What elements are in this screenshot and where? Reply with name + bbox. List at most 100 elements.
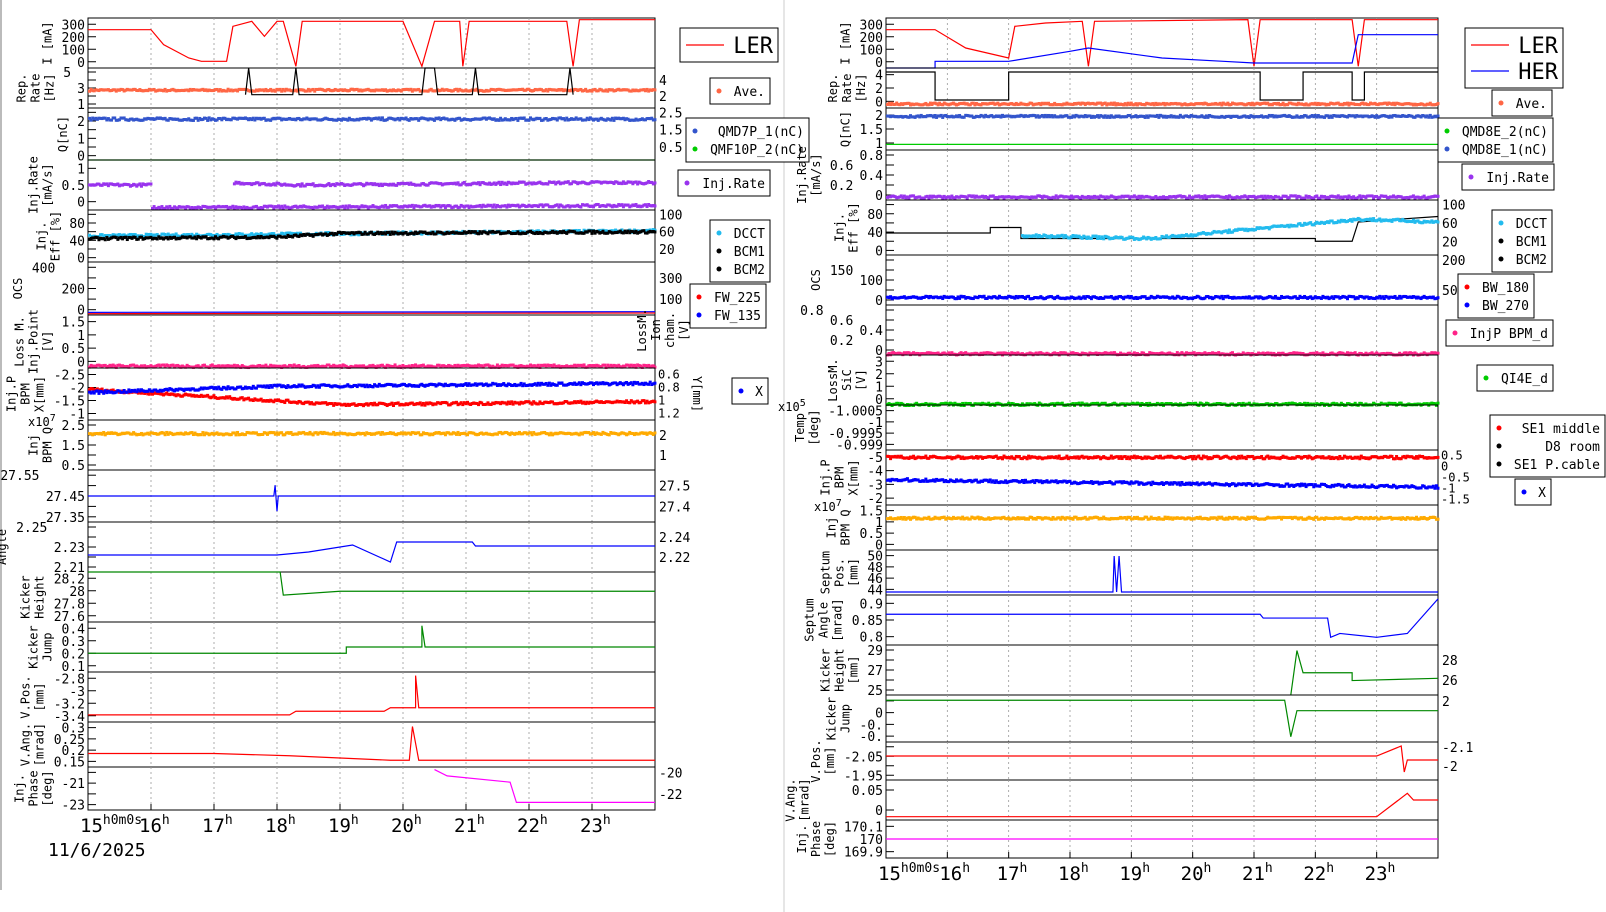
- data-point: [454, 400, 458, 404]
- data-point: [234, 237, 238, 241]
- data-point: [231, 431, 235, 435]
- data-point: [437, 363, 441, 367]
- data-point: [1321, 102, 1325, 106]
- data-point: [466, 383, 469, 387]
- data-point: [620, 228, 624, 232]
- data-point: [283, 117, 287, 121]
- data-point: [486, 232, 490, 236]
- data-point: [121, 88, 125, 92]
- data-point: [506, 180, 510, 184]
- data-point: [113, 233, 117, 237]
- data-point: [243, 235, 247, 239]
- data-point: [632, 89, 636, 93]
- data-point: [89, 183, 93, 187]
- data-point: [489, 87, 493, 91]
- data-point: [1280, 196, 1284, 200]
- data-point: [500, 400, 504, 404]
- data-point: [426, 383, 430, 387]
- data-point: [262, 233, 266, 237]
- data-point: [979, 103, 983, 107]
- data-point: [265, 233, 269, 237]
- data-point: [292, 89, 296, 93]
- data-point: [330, 117, 334, 121]
- data-point: [1379, 194, 1383, 198]
- data-point: [141, 365, 145, 369]
- data-point: [332, 182, 336, 186]
- data-point: [259, 206, 263, 210]
- data-point: [327, 182, 331, 186]
- data-point: [653, 365, 657, 369]
- data-point: [117, 88, 121, 92]
- data-point: [1416, 195, 1420, 199]
- data-point: [461, 229, 465, 233]
- data-point: [332, 204, 336, 208]
- data-point: [376, 230, 380, 234]
- data-point: [250, 431, 254, 435]
- data-point: [1051, 195, 1055, 199]
- frame-edge: [0, 0, 2, 890]
- data-point: [1050, 196, 1054, 200]
- data-point: [451, 230, 455, 234]
- data-point: [895, 101, 899, 105]
- data-point: [117, 432, 121, 436]
- data-point: [626, 400, 630, 404]
- data-point: [311, 433, 315, 437]
- data-point: [905, 101, 909, 105]
- data-point: [647, 230, 651, 234]
- data-point: [557, 364, 561, 368]
- data-point: [645, 181, 649, 185]
- data-point: [588, 364, 592, 368]
- data-point: [1264, 115, 1268, 119]
- data-point: [494, 205, 498, 209]
- data-point: [524, 231, 528, 235]
- data-point: [130, 117, 134, 121]
- data-point: [89, 432, 93, 436]
- data-point: [421, 182, 425, 186]
- data-point: [951, 101, 955, 105]
- data-point: [979, 195, 983, 199]
- data-point: [302, 364, 306, 368]
- data-point: [549, 230, 553, 234]
- data-point: [179, 88, 183, 92]
- data-point: [280, 183, 284, 187]
- data-point: [1326, 114, 1330, 118]
- data-point: [91, 433, 95, 437]
- data-point: [1372, 114, 1376, 118]
- data-point: [1135, 196, 1139, 200]
- data-point: [127, 88, 131, 92]
- data-point: [314, 364, 318, 368]
- data-point: [636, 381, 640, 385]
- data-point: [199, 386, 203, 390]
- data-point: [169, 387, 173, 391]
- data-point: [491, 205, 495, 209]
- data-point: [374, 384, 378, 388]
- data-point: [522, 431, 526, 435]
- data-point: [247, 89, 251, 93]
- data-point: [242, 398, 246, 402]
- data-point: [480, 181, 484, 185]
- data-point: [1108, 195, 1112, 199]
- data-point: [653, 400, 657, 404]
- data-point: [953, 102, 957, 106]
- data-point: [615, 399, 619, 403]
- data-point: [1204, 114, 1208, 118]
- data-point: [327, 402, 331, 406]
- data-point: [1163, 196, 1167, 200]
- data-point: [626, 229, 630, 233]
- data-point: [317, 401, 321, 405]
- data-point: [330, 365, 334, 369]
- data-point: [330, 205, 334, 209]
- data-point: [653, 204, 657, 208]
- data-point: [965, 102, 969, 106]
- data-point: [599, 432, 603, 436]
- data-point: [981, 194, 985, 198]
- data-point: [1194, 194, 1198, 198]
- data-point: [1074, 113, 1078, 117]
- data-point: [1086, 101, 1090, 105]
- data-point: [609, 88, 613, 92]
- data-point: [103, 389, 107, 393]
- data-point: [251, 431, 255, 435]
- data-point: [384, 402, 388, 406]
- data-point: [344, 88, 348, 92]
- data-point: [555, 383, 559, 387]
